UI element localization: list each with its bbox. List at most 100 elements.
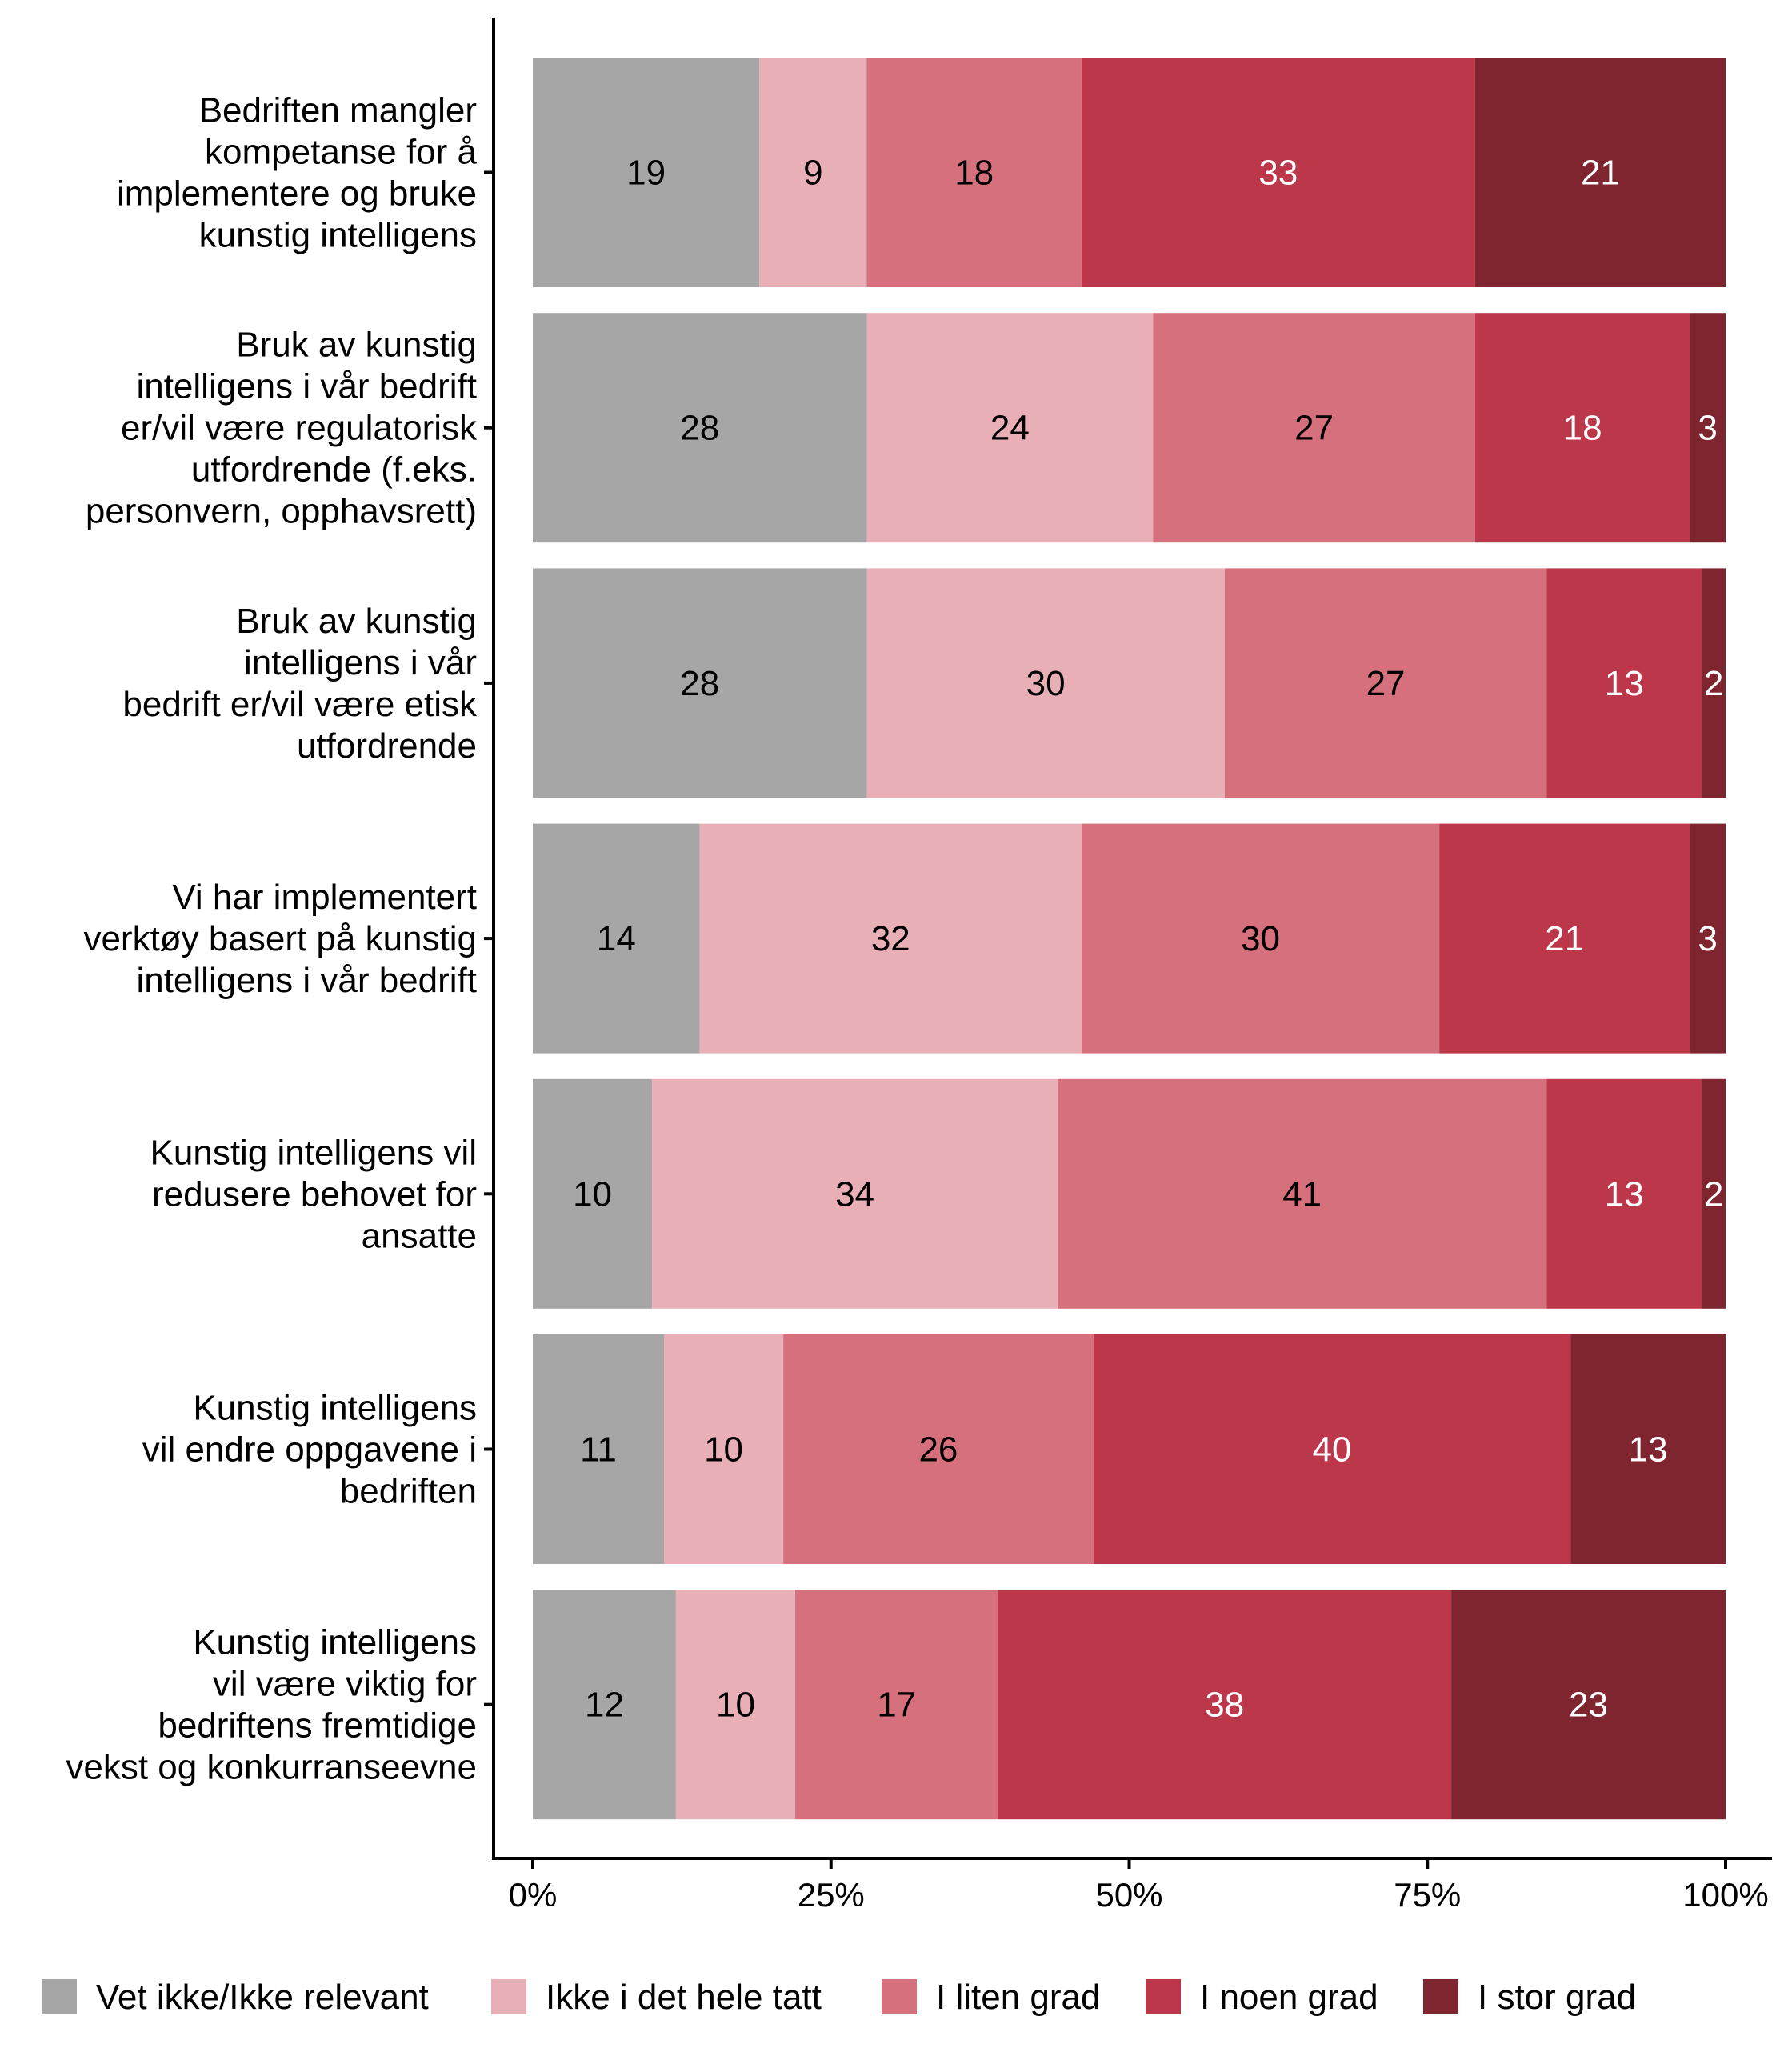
legend-swatch — [1146, 1979, 1181, 2014]
value-label: 3 — [1698, 409, 1717, 448]
category-label: vekst og konkurranseevne — [66, 1748, 477, 1787]
category-label: utfordrende — [297, 726, 477, 766]
bar-segment — [1439, 823, 1690, 1054]
x-tick-label: 25% — [798, 1876, 865, 1914]
value-label: 30 — [1026, 664, 1066, 703]
value-label: 11 — [580, 1430, 617, 1470]
category-label: bedrift er/vil være etisk — [122, 685, 478, 724]
category-label: intelligens i vår bedrift — [136, 367, 477, 406]
bar-segment — [1081, 823, 1440, 1054]
value-label: 10 — [573, 1174, 612, 1214]
value-label: 21 — [1545, 919, 1584, 958]
bar-segment — [1570, 1334, 1726, 1564]
value-label: 19 — [626, 154, 666, 193]
value-label: 14 — [597, 919, 636, 958]
value-label: 30 — [1241, 919, 1280, 958]
value-label: 13 — [1605, 664, 1644, 703]
bar-segment — [783, 1334, 1094, 1564]
value-label: 28 — [680, 664, 719, 703]
bar-segment — [866, 568, 1225, 798]
value-label: 27 — [1294, 409, 1334, 448]
value-label: 13 — [1605, 1174, 1644, 1214]
bar-segment — [533, 1078, 653, 1309]
legend-label: I stor grad — [1478, 1978, 1636, 2017]
value-label: 10 — [716, 1686, 755, 1725]
bar-segment — [1474, 58, 1726, 287]
bar-segment — [1690, 823, 1726, 1054]
category-label: intelligens i vår bedrift — [136, 961, 477, 1000]
value-label: 28 — [680, 409, 719, 448]
legend-item: Vet ikke/Ikke relevant — [42, 1978, 429, 2017]
bar-segment — [759, 58, 867, 287]
legend-swatch — [42, 1979, 77, 2014]
bar-segment — [1546, 1078, 1702, 1309]
value-label: 38 — [1205, 1686, 1244, 1725]
value-label: 18 — [1563, 409, 1602, 448]
category-label: vil endre oppgavene i — [142, 1430, 477, 1470]
bar-segment — [866, 58, 1082, 287]
legend-label: I noen grad — [1200, 1978, 1378, 2017]
category-label: Kunstig intelligens vil — [150, 1133, 477, 1172]
bar-segment — [675, 1590, 796, 1820]
bar-segment — [699, 823, 1082, 1054]
value-label: 27 — [1366, 664, 1406, 703]
value-label: 13 — [1629, 1430, 1668, 1470]
category-label: ansatte — [362, 1216, 477, 1255]
bar-segment — [1058, 1078, 1547, 1309]
legend-item: I stor grad — [1423, 1978, 1636, 2017]
x-tick-label: 75% — [1394, 1876, 1461, 1914]
x-tick-label: 0% — [509, 1876, 558, 1914]
bar-segment — [1224, 568, 1547, 798]
legend-swatch — [882, 1979, 917, 2014]
bar-segment — [1081, 58, 1475, 287]
bars-layer — [533, 58, 1726, 1820]
bar-segment — [795, 1590, 998, 1820]
bar-segment — [652, 1078, 1058, 1309]
bar-segment — [664, 1334, 784, 1564]
legend-label: Ikke i det hele tatt — [546, 1978, 822, 2017]
value-label: 18 — [954, 154, 994, 193]
legend: Vet ikke/Ikke relevant Ikke i det hele ta… — [42, 1978, 1636, 2017]
bar-segment — [533, 823, 700, 1054]
bar-segment — [998, 1590, 1452, 1820]
category-label: kunstig intelligens — [199, 216, 477, 255]
bar-segment — [1451, 1590, 1726, 1820]
value-label: 2 — [1704, 1174, 1723, 1214]
bar-segment — [533, 58, 760, 287]
value-label: 17 — [877, 1686, 916, 1725]
category-label: personvern, opphavsrett) — [86, 492, 477, 531]
category-label: Bruk av kunstig — [236, 602, 477, 641]
value-label: 24 — [990, 409, 1030, 448]
category-label: utfordrende (f.eks. — [191, 450, 477, 490]
bar-segment — [1546, 568, 1702, 798]
value-label: 41 — [1282, 1174, 1322, 1214]
value-label: 23 — [1569, 1686, 1608, 1725]
bar-segment — [533, 1334, 665, 1564]
value-label: 26 — [918, 1430, 958, 1470]
value-label: 40 — [1312, 1430, 1351, 1470]
value-label: 10 — [704, 1430, 743, 1470]
bar-segment — [1093, 1334, 1571, 1564]
legend-item: I noen grad — [1146, 1978, 1378, 2017]
category-label: verktøy basert på kunstig — [83, 919, 477, 958]
value-label: 33 — [1258, 154, 1298, 193]
category-label: intelligens i vår — [244, 643, 477, 682]
legend-swatch — [491, 1979, 526, 2014]
value-label: 9 — [803, 154, 822, 193]
legend-item: Ikke i det hele tatt — [491, 1978, 822, 2017]
category-label: bedriftens fremtidige — [158, 1706, 477, 1746]
category-label: Vi har implementert — [172, 878, 477, 917]
legend-swatch — [1423, 1979, 1458, 2014]
bar-segment — [866, 313, 1154, 543]
category-label: vil være viktig for — [213, 1665, 477, 1704]
bar-segment — [533, 1590, 676, 1820]
x-tick-label: 50% — [1095, 1876, 1162, 1914]
bar-segment — [1702, 568, 1726, 798]
value-label: 21 — [1581, 154, 1620, 193]
category-label: Kunstig intelligens — [193, 1623, 477, 1662]
category-label: Bruk av kunstig — [236, 326, 477, 365]
category-label: redusere behovet for — [152, 1174, 477, 1214]
bar-segment — [1153, 313, 1475, 543]
